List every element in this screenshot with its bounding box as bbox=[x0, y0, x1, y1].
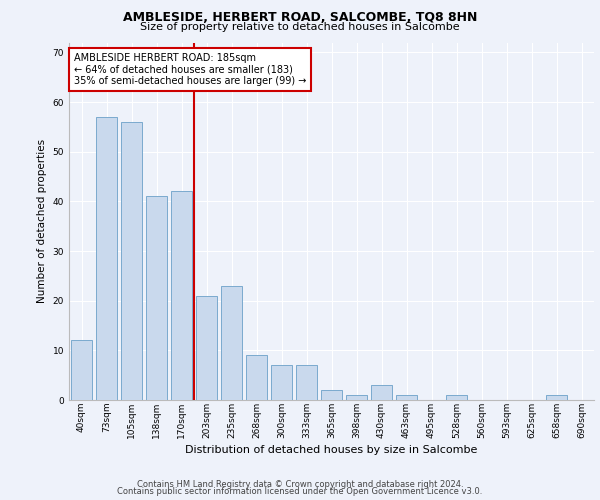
Bar bbox=[71, 340, 92, 400]
Bar bbox=[396, 395, 417, 400]
Bar bbox=[321, 390, 342, 400]
Text: AMBLESIDE, HERBERT ROAD, SALCOMBE, TQ8 8HN: AMBLESIDE, HERBERT ROAD, SALCOMBE, TQ8 8… bbox=[123, 11, 477, 24]
Bar bbox=[546, 395, 567, 400]
Bar bbox=[221, 286, 242, 400]
Bar bbox=[296, 365, 317, 400]
Bar bbox=[446, 395, 467, 400]
X-axis label: Distribution of detached houses by size in Salcombe: Distribution of detached houses by size … bbox=[185, 444, 478, 454]
Text: Contains public sector information licensed under the Open Government Licence v3: Contains public sector information licen… bbox=[118, 487, 482, 496]
Bar bbox=[121, 122, 142, 400]
Text: Contains HM Land Registry data © Crown copyright and database right 2024.: Contains HM Land Registry data © Crown c… bbox=[137, 480, 463, 489]
Y-axis label: Number of detached properties: Number of detached properties bbox=[37, 139, 47, 304]
Bar bbox=[96, 117, 117, 400]
Bar bbox=[146, 196, 167, 400]
Bar bbox=[371, 385, 392, 400]
Bar bbox=[196, 296, 217, 400]
Bar bbox=[171, 192, 192, 400]
Bar bbox=[271, 365, 292, 400]
Text: AMBLESIDE HERBERT ROAD: 185sqm
← 64% of detached houses are smaller (183)
35% of: AMBLESIDE HERBERT ROAD: 185sqm ← 64% of … bbox=[74, 53, 307, 86]
Text: Size of property relative to detached houses in Salcombe: Size of property relative to detached ho… bbox=[140, 22, 460, 32]
Bar bbox=[346, 395, 367, 400]
Bar bbox=[246, 356, 267, 400]
